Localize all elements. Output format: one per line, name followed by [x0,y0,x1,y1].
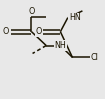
Text: HN: HN [69,13,81,22]
Text: O: O [36,27,42,36]
Text: Cl: Cl [91,53,99,62]
Text: O: O [2,27,8,36]
Text: O: O [28,7,35,16]
Text: NH: NH [54,41,66,50]
